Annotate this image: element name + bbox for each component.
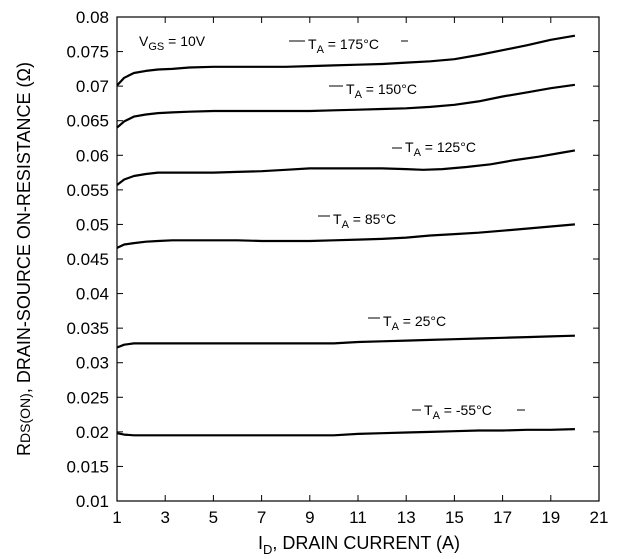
series-label-3: TA = 85°C (333, 211, 396, 231)
x-tick-label: 5 (209, 508, 218, 527)
x-axis-label: ID, DRAIN CURRENT (A) (258, 533, 460, 557)
series-line-0 (116, 34, 576, 87)
x-tick-label: 13 (397, 508, 416, 527)
y-tick-label: 0.07 (76, 77, 109, 96)
y-tick-label: 0.01 (76, 492, 109, 511)
y-tick-label: 0.02 (76, 423, 109, 442)
x-tick-label: 9 (305, 508, 314, 527)
y-tick-label: 0.035 (66, 319, 109, 338)
series-label-1: TA = 150°C (346, 81, 417, 101)
series-label-5: TA = -55°C (424, 402, 492, 422)
series-label-backdrop (330, 209, 426, 233)
y-tick-label: 0.065 (66, 112, 109, 131)
series-lines (116, 34, 576, 437)
series-line-4 (116, 334, 575, 349)
series-label-backdrop (305, 34, 401, 58)
series-line-3 (116, 223, 575, 249)
y-tick-label: 0.045 (66, 250, 109, 269)
y-tick-label: 0.015 (66, 457, 109, 476)
x-tick-label: 1 (112, 508, 121, 527)
y-tick-label: 0.03 (76, 354, 109, 373)
y-tick-label: 0.055 (66, 181, 109, 200)
series-labels: TA = 175°C TA = 150°C TA = 125°C TA = 85°C T… (289, 34, 525, 424)
y-axis-label: RDS(ON), DRAIN-SOURCE ON-RESISTANCE (Ω) (14, 62, 34, 456)
x-tick-label: 19 (541, 508, 560, 527)
series-label-backdrop (402, 137, 498, 161)
series-label-4: TA = 25°C (383, 313, 446, 333)
series-line-2 (116, 149, 576, 186)
y-tick-label: 0.075 (66, 43, 109, 62)
y-tick-label: 0.04 (76, 285, 109, 304)
x-tick-label: 21 (590, 508, 609, 527)
series-label-0: TA = 175°C (308, 36, 379, 56)
y-tick-label: 0.06 (76, 146, 109, 165)
x-tick-label: 7 (257, 508, 266, 527)
series-label-backdrop (380, 311, 476, 335)
y-tick-label: 0.025 (66, 388, 109, 407)
y-axis-ticks: 0.01 0.015 0.02 0.025 0.03 0.035 0.04 0.045 0.05… (66, 8, 599, 511)
y-tick-label: 0.08 (76, 8, 109, 27)
x-tick-label: 3 (160, 508, 169, 527)
series-line-5 (116, 428, 575, 437)
series-line-1 (116, 83, 576, 129)
series-label-backdrop (421, 400, 517, 424)
x-tick-label: 11 (349, 508, 367, 527)
series-label-backdrop (343, 79, 439, 103)
y-tick-label: 0.05 (76, 215, 109, 234)
x-axis-ticks: 1 3 5 7 9 11 13 15 17 19 21 (112, 17, 608, 527)
x-tick-label: 17 (493, 508, 512, 527)
series-label-2: TA = 125°C (405, 139, 476, 159)
x-tick-label: 15 (445, 508, 464, 527)
vgs-condition-label: VGS = 10V (139, 33, 206, 53)
